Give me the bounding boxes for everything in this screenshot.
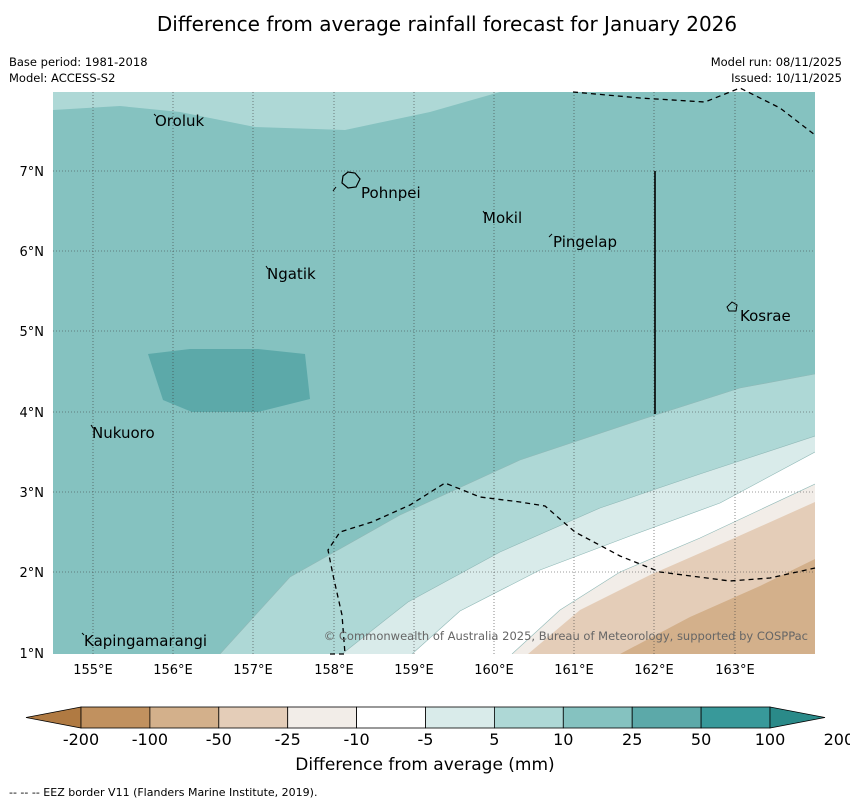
lon-axis: 155°E 156°E 157°E 158°E 159°E 160°E 161°… [73,663,755,678]
colorbar-tick-label: 10 [553,730,573,749]
place-ngatik: Ngatik [267,265,316,283]
lat-axis: 7°N 6°N 5°N 4°N 3°N 2°N 1°N [20,165,45,662]
place-pingelap: Pingelap [553,233,617,251]
model-run: Model run: 08/11/2025 [710,55,842,69]
band-50-100 [148,349,310,412]
lon-label: 158°E [314,663,354,678]
band-10-25-north [53,92,500,130]
eez-border [327,87,816,655]
colorbar-swatch [218,706,289,729]
place-nukuoro: Nukuoro [92,424,155,442]
eez-footnote: -- -- -- EEZ border V11 (Flanders Marine… [9,786,318,799]
colorbar-tick-label: -25 [275,730,301,749]
lon-label: 157°E [233,663,273,678]
copyright-note: © Commonwealth of Australia 2025, Bureau… [324,629,808,643]
place-mokil: Mokil [483,209,522,227]
atoll-marks [81,113,553,636]
colorbar-swatch [493,706,564,729]
colorbar-swatch [80,706,151,729]
colorbar: -200 -100 -50 -25 -10 -5 5 10 25 50 100 200 [25,706,850,749]
lat-label: 4°N [20,406,45,421]
colorbar-tick-label: 100 [755,730,786,749]
colorbar-swatch [287,706,358,729]
band-neg25-neg50 [620,559,815,654]
pohnpei-island-icon [341,171,361,189]
colorbar-tick-label: 5 [489,730,499,749]
colorbar-swatch [356,706,426,729]
lon-label: 162°E [634,663,674,678]
legend-title: Difference from average (mm) [295,755,555,775]
lat-label: 5°N [20,325,45,340]
lon-label: 161°E [554,663,594,678]
lat-label: 3°N [20,486,45,501]
colorbar-arrow-low [25,706,82,729]
lat-label: 7°N [20,165,45,180]
meta-right: Model run: 08/11/2025 Issued: 10/11/2025 [711,54,842,86]
colorbar-swatch [562,706,633,729]
model-name: Model: ACCESS-S2 [9,71,116,85]
colorbar-tick-label: -50 [206,730,232,749]
colorbar-tick-label: -5 [418,730,434,749]
place-kapingamarangi: Kapingamarangi [84,632,207,650]
lat-label: 1°N [20,647,45,662]
colorbar-tick-label: -200 [63,730,99,749]
lon-label: 155°E [73,663,113,678]
colorbar-tick-label: -10 [344,730,370,749]
place-kosrae: Kosrae [740,307,791,325]
colorbar-tick-label: 50 [691,730,711,749]
base-period: Base period: 1981-2018 [9,55,148,69]
ant-atoll-mark [332,186,337,192]
place-oroluk: Oroluk [155,112,204,130]
colorbar-swatch [631,706,702,729]
graticule [53,92,815,654]
lon-label: 156°E [153,663,193,678]
place-labels: Oroluk Pohnpei Mokil Pingelap Ngatik Kos… [84,112,791,650]
colorbar-tick-label: -100 [132,730,168,749]
colorbar-ticks: -200 -100 -50 -25 -10 -5 5 10 25 50 100 200 [63,730,850,749]
lat-label: 6°N [20,245,45,260]
kosrae-island-icon [726,301,738,312]
meta-left: Base period: 1981-2018 Model: ACCESS-S2 [9,54,148,86]
colorbar-tick-label: 25 [622,730,642,749]
lon-label: 160°E [474,663,514,678]
lon-label: 159°E [394,663,434,678]
rainfall-map: Oroluk Pohnpei Mokil Pingelap Ngatik Kos… [20,87,816,678]
colorbar-arrow-high [769,706,826,729]
colorbar-tick-label: 200 [824,730,850,749]
contour-lines [219,373,815,654]
colorbar-swatch [149,706,220,729]
issued-date: Issued: 10/11/2025 [731,71,842,85]
lon-label: 163°E [715,663,755,678]
colorbar-swatch [700,706,771,729]
lat-label: 2°N [20,566,45,581]
place-pohnpei: Pohnpei [361,184,421,202]
map-title: Difference from average rainfall forecas… [156,12,738,36]
colorbar-swatches [25,706,826,729]
anomaly-field [53,92,815,654]
colorbar-swatch [425,706,495,729]
